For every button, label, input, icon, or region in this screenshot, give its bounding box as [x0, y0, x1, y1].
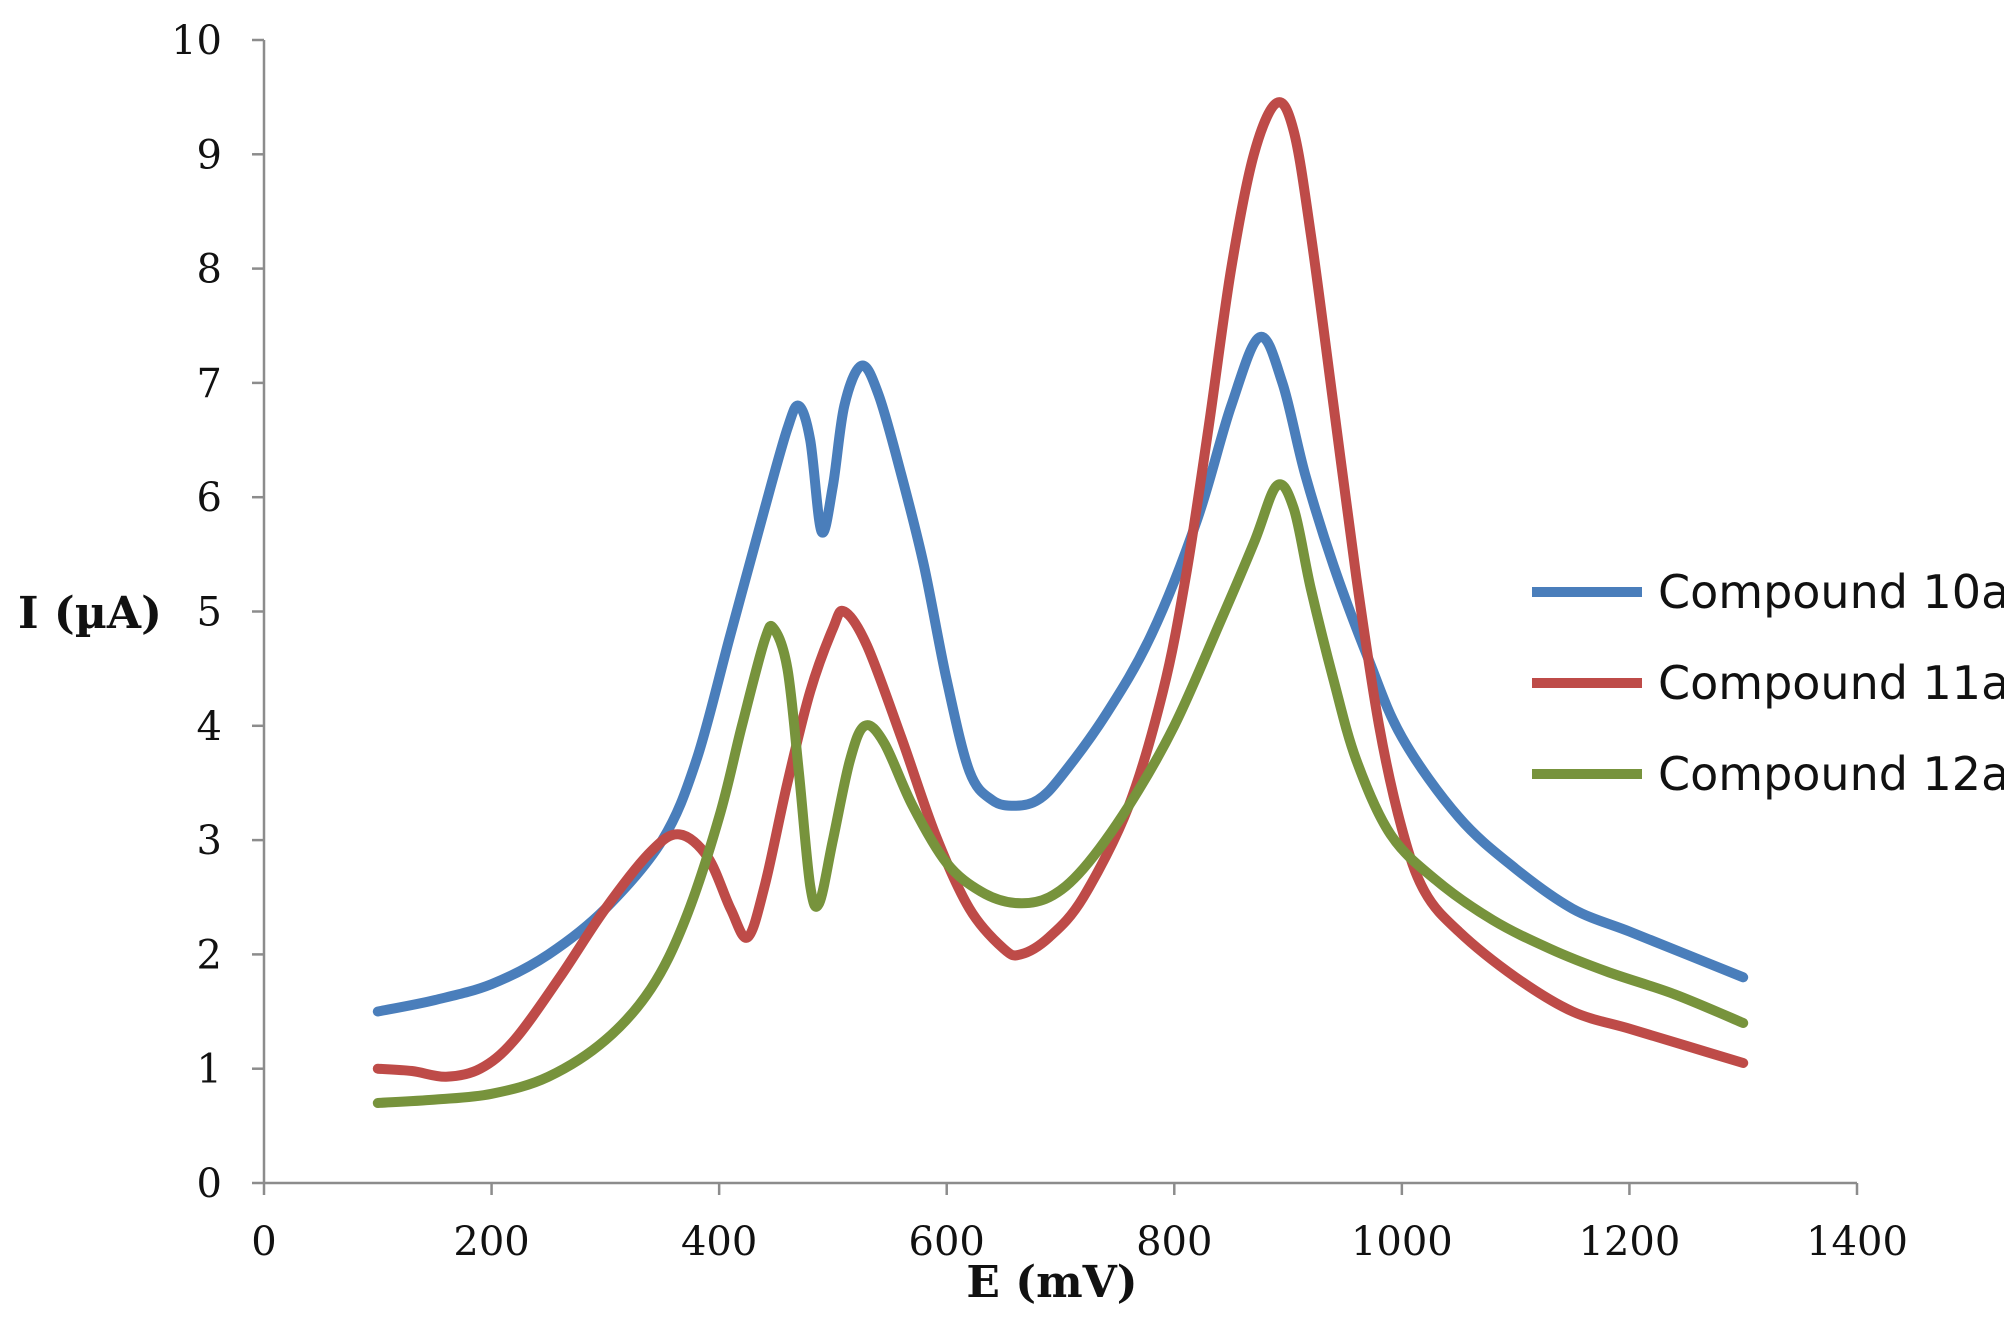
y-tick-label: 2	[197, 932, 222, 978]
axes	[262, 40, 1857, 1185]
y-axis-title: I (µA)	[18, 588, 162, 639]
y-tick-label: 1	[197, 1047, 222, 1093]
y-tick-label: 9	[197, 132, 222, 178]
series-group	[372, 97, 1749, 1108]
y-tick-label: 0	[197, 1161, 222, 1207]
x-tick-label: 1400	[1806, 1219, 1908, 1265]
y-tick-label: 8	[197, 247, 222, 293]
x-tick-label: 0	[251, 1219, 276, 1265]
x-axis-title: E (mV)	[966, 1257, 1137, 1308]
y-tick-label: 7	[197, 361, 222, 407]
legend-label-compound-11a: Compound 11a	[1658, 656, 2004, 710]
legend-label-compound-12a: Compound 12a	[1658, 747, 2004, 801]
legend: Compound 10a Compound 11a Compound 12a	[1532, 565, 2004, 801]
x-tick-label: 1000	[1351, 1219, 1453, 1265]
series-line-compound-12a	[372, 479, 1749, 1108]
y-tick-label: 5	[197, 590, 222, 636]
x-tick-label: 400	[681, 1219, 757, 1265]
series-line-compound-11a	[372, 97, 1749, 1082]
legend-label-compound-10a: Compound 10a	[1658, 565, 2004, 619]
x-tick-group: 0 200 400 600 800 1000 1200 1400	[251, 1183, 1908, 1265]
series-line-compound-10a	[372, 332, 1749, 1017]
x-tick-label: 1200	[1579, 1219, 1681, 1265]
y-tick-label: 6	[197, 475, 222, 521]
x-tick-label: 200	[453, 1219, 529, 1265]
y-tick-group: 0 1 2 3 4 5 6 7 8 9 10	[171, 18, 264, 1207]
y-tick-label: 10	[171, 18, 222, 64]
y-tick-label: 4	[197, 704, 222, 750]
x-tick-label: 800	[1136, 1219, 1212, 1265]
x-tick-label: 600	[909, 1219, 985, 1265]
y-tick-label: 3	[197, 818, 222, 864]
